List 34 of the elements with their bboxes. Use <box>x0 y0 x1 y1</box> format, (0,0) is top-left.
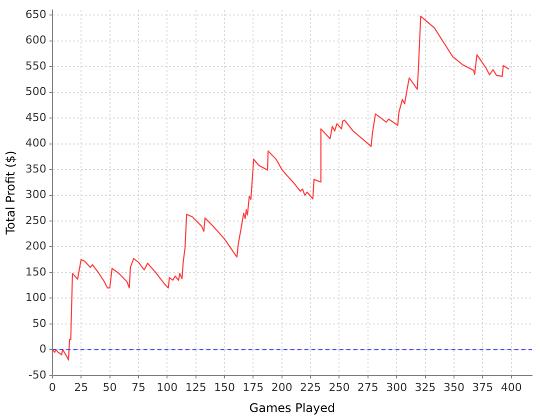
y-tick-label: 300 <box>25 188 46 202</box>
x-tick-label: 50 <box>102 380 117 394</box>
x-tick-label: 300 <box>386 380 408 394</box>
y-axis-title: Total Profit ($) <box>3 150 18 236</box>
x-axis-title: Games Played <box>249 400 336 415</box>
y-tick-label: 550 <box>25 59 46 72</box>
x-tick-label: 150 <box>214 380 235 394</box>
y-tick-label: 100 <box>25 291 46 304</box>
y-tick-label: 150 <box>25 265 46 278</box>
x-tick-label: 25 <box>74 380 88 394</box>
y-tick-label: 0 <box>39 342 46 356</box>
y-tick-label: 400 <box>25 136 46 150</box>
x-tick-label: 175 <box>242 380 264 394</box>
y-tick-label: 350 <box>25 162 46 176</box>
x-tick-label: 100 <box>156 380 178 394</box>
y-tick-label: 450 <box>25 110 46 124</box>
y-tick-label: 650 <box>25 8 46 22</box>
x-tick-label: 200 <box>271 380 292 394</box>
x-tick-label: 75 <box>131 380 146 394</box>
x-tick-label: 350 <box>443 380 464 394</box>
x-tick-label: 375 <box>472 380 494 394</box>
x-tick-label: 0 <box>48 380 56 394</box>
x-tick-label: 275 <box>357 380 378 394</box>
y-tick-label: 50 <box>32 316 46 330</box>
y-tick-label: 500 <box>25 85 46 98</box>
x-tick-label: 225 <box>300 380 322 394</box>
x-tick-label: 400 <box>500 380 522 394</box>
y-tick-label: 600 <box>25 34 46 47</box>
x-tick-label: 325 <box>414 380 436 394</box>
x-tick-label: 250 <box>328 380 350 394</box>
y-tick-label: 250 <box>25 214 46 227</box>
y-tick-label: -50 <box>28 368 46 382</box>
y-tick-label: 200 <box>25 240 46 253</box>
x-tick-label: 125 <box>185 380 206 394</box>
